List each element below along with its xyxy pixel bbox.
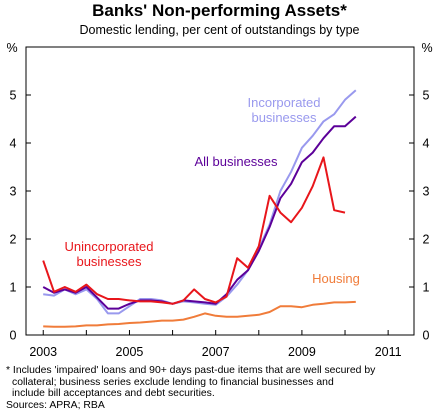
y-tick-label-left: 3 — [10, 185, 17, 199]
x-tick-label: 2007 — [202, 345, 230, 359]
y-tick-label-right: 1 — [423, 281, 430, 295]
y-tick-label-right: 5 — [423, 89, 430, 103]
sources: Sources: APRA; RBA — [6, 399, 105, 411]
series-label-line: All businesses — [194, 154, 278, 169]
series-label-line: Incorporated — [248, 95, 321, 110]
footnote-line-2: collateral; business series exclude lend… — [12, 376, 334, 388]
y-tick-label-right: 2 — [423, 233, 430, 247]
x-tick-label: 2003 — [29, 345, 57, 359]
y-tick-label-right: 0 — [423, 329, 430, 343]
y-unit-left: % — [6, 41, 17, 55]
chart-subtitle: Domestic lending, per cent of outstandin… — [79, 23, 359, 37]
series-label-unincorporated-businesses: Unincorporated businesses — [65, 239, 154, 269]
x-tick-label: 2005 — [116, 345, 144, 359]
series-label-line: businesses — [76, 254, 142, 269]
footnote-line-1: * Includes 'impaired' loans and 90+ days… — [6, 365, 376, 376]
y-tick-label-left: 4 — [10, 137, 17, 151]
y-tick-label-left: 1 — [10, 281, 17, 295]
footnote-line-3: include bill acceptances and debt securi… — [12, 388, 215, 400]
series-label-housing: Housing — [312, 271, 360, 286]
series-label-all-businesses: All businesses — [194, 154, 278, 169]
series-line-unincorporated-businesses — [42, 156, 346, 305]
y-tick-label-left: 2 — [10, 233, 17, 247]
series-line-incorporated-businesses — [43, 89, 357, 315]
y-tick-label-right: 4 — [423, 137, 430, 151]
series-label-line: Unincorporated — [65, 239, 154, 254]
chart-svg: Banks' Non-performing Assets* Domestic l… — [6, 1, 432, 359]
footnote: * Includes 'impaired' loans and 90+ days… — [6, 365, 434, 411]
y-tick-label-left: 0 — [10, 329, 17, 343]
series-line-all-businesses — [42, 115, 357, 310]
series-label-line: Housing — [312, 271, 360, 286]
y-tick-label-left: 5 — [10, 89, 17, 103]
y-unit-right: % — [421, 41, 432, 55]
x-tick-label: 2009 — [288, 345, 316, 359]
y-tick-label-right: 3 — [423, 185, 430, 199]
x-tick-label: 2011 — [375, 345, 402, 359]
series-label-incorporated-businesses: Incorporated businesses — [248, 95, 321, 125]
series-line-housing — [43, 300, 356, 328]
chart-title: Banks' Non-performing Assets* — [92, 1, 347, 20]
series-label-line: businesses — [251, 110, 317, 125]
